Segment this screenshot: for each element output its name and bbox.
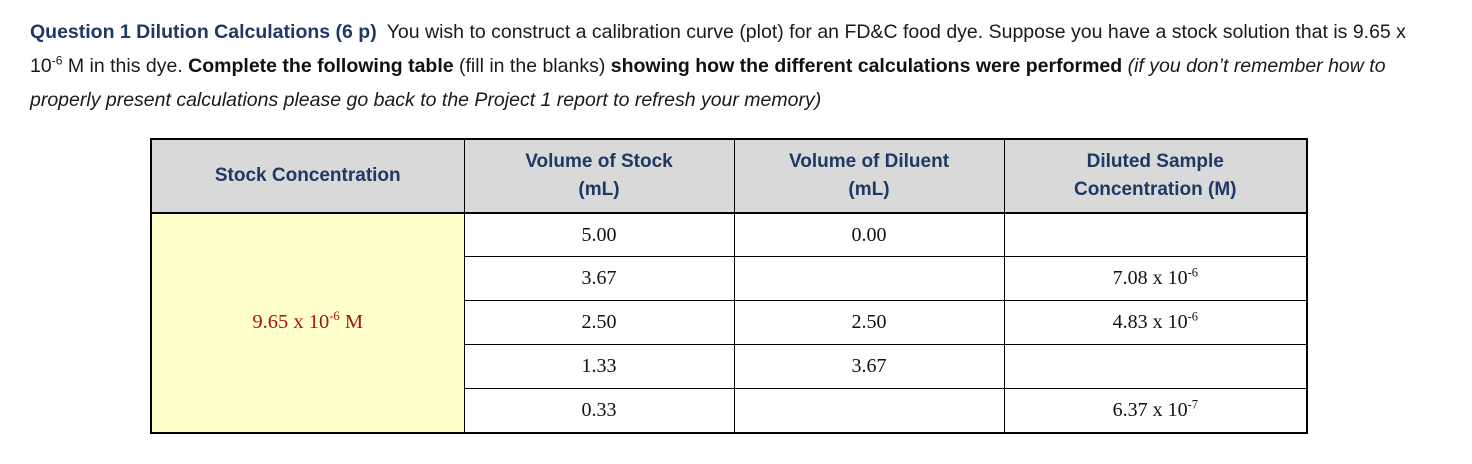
intro-text-3: (fill in the blanks): [453, 54, 611, 77]
header-line: Stock Concentration: [214, 164, 401, 186]
table-row-3: 2.50 2.50 4.83 x 10-6: [151, 300, 1308, 346]
cell-volume-diluent-2-blank[interactable]: [733, 256, 1005, 302]
diluted-exponent: -6: [1187, 265, 1198, 280]
stock-concentration-cell: 9.65 x 10-6 M: [150, 212, 465, 434]
header-line: (mL): [578, 178, 620, 200]
cell-diluted-concentration-3: 4.83 x 10-6: [1003, 300, 1308, 346]
table-row-4: 1.33 3.67: [151, 344, 1308, 390]
stock-value: 9.65 x 10: [252, 311, 330, 334]
table-header-row: Stock Concentration Volume of Stock (mL)…: [150, 138, 1308, 214]
exponent-stock: -6: [51, 53, 63, 68]
table-row-1: 9.65 x 10-6 M 5.00 0.00: [150, 212, 1308, 434]
intro-bold-2: showing how the different calculations w…: [610, 54, 1123, 77]
cell-volume-stock-4: 1.33: [463, 344, 735, 390]
cell-diluted-concentration-4-blank[interactable]: [1003, 344, 1308, 390]
diluted-value: 7.08 x 10: [1112, 267, 1188, 290]
header-line: (mL): [848, 178, 890, 200]
header-stock-concentration: Stock Concentration: [150, 138, 465, 214]
header-line: Volume of Diluent: [788, 151, 950, 173]
header-volume-of-stock: Volume of Stock (mL): [463, 138, 735, 214]
header-line: Concentration (M): [1073, 178, 1237, 200]
intro-bold-1: Complete the following table: [188, 54, 454, 77]
stock-exponent: -6: [329, 309, 340, 324]
cell-diluted-concentration-2: 7.08 x 10-6: [1003, 256, 1308, 302]
cell-volume-stock-2: 3.67: [463, 256, 735, 302]
cell-volume-stock-5: 0.33: [463, 388, 735, 434]
dilution-table: Stock Concentration Volume of Stock (mL)…: [150, 137, 1308, 434]
header-line: Volume of Stock: [525, 151, 673, 173]
table-row-5: 0.33 6.37 x 10-7: [151, 388, 1308, 434]
cell-volume-diluent-1: 0.00: [733, 212, 1005, 258]
cell-diluted-concentration-1-blank[interactable]: [1003, 212, 1308, 258]
stock-unit: M: [339, 311, 364, 334]
cell-volume-stock-1: 5.00: [463, 212, 735, 258]
cell-volume-diluent-5-blank[interactable]: [733, 388, 1005, 434]
diluted-exponent: -7: [1187, 397, 1198, 412]
intro-italic-note: (if you don’t remember how to properly p…: [30, 54, 1386, 111]
diluted-value: 4.83 x 10: [1112, 311, 1188, 334]
intro-text-1: You wish to construct a calibration curv…: [30, 21, 1406, 77]
question-paragraph: Question 1 Dilution Calculations (6 p) Yo…: [0, 0, 1462, 118]
diluted-value: 6.37 x 10: [1112, 399, 1188, 422]
cell-volume-diluent-4: 3.67: [733, 344, 1005, 390]
intro-text-2: M in this dye.: [62, 54, 189, 77]
header-diluted-sample-concentration: Diluted Sample Concentration (M): [1003, 138, 1308, 214]
header-volume-of-diluent: Volume of Diluent (mL): [733, 138, 1005, 214]
header-line: Diluted Sample: [1086, 151, 1224, 173]
cell-diluted-concentration-5: 6.37 x 10-7: [1003, 388, 1308, 434]
cell-volume-diluent-3: 2.50: [733, 300, 1005, 346]
question-label: Question 1 Dilution Calculations (6 p): [30, 21, 377, 43]
diluted-exponent: -6: [1187, 309, 1198, 324]
cell-volume-stock-3: 2.50: [463, 300, 735, 346]
